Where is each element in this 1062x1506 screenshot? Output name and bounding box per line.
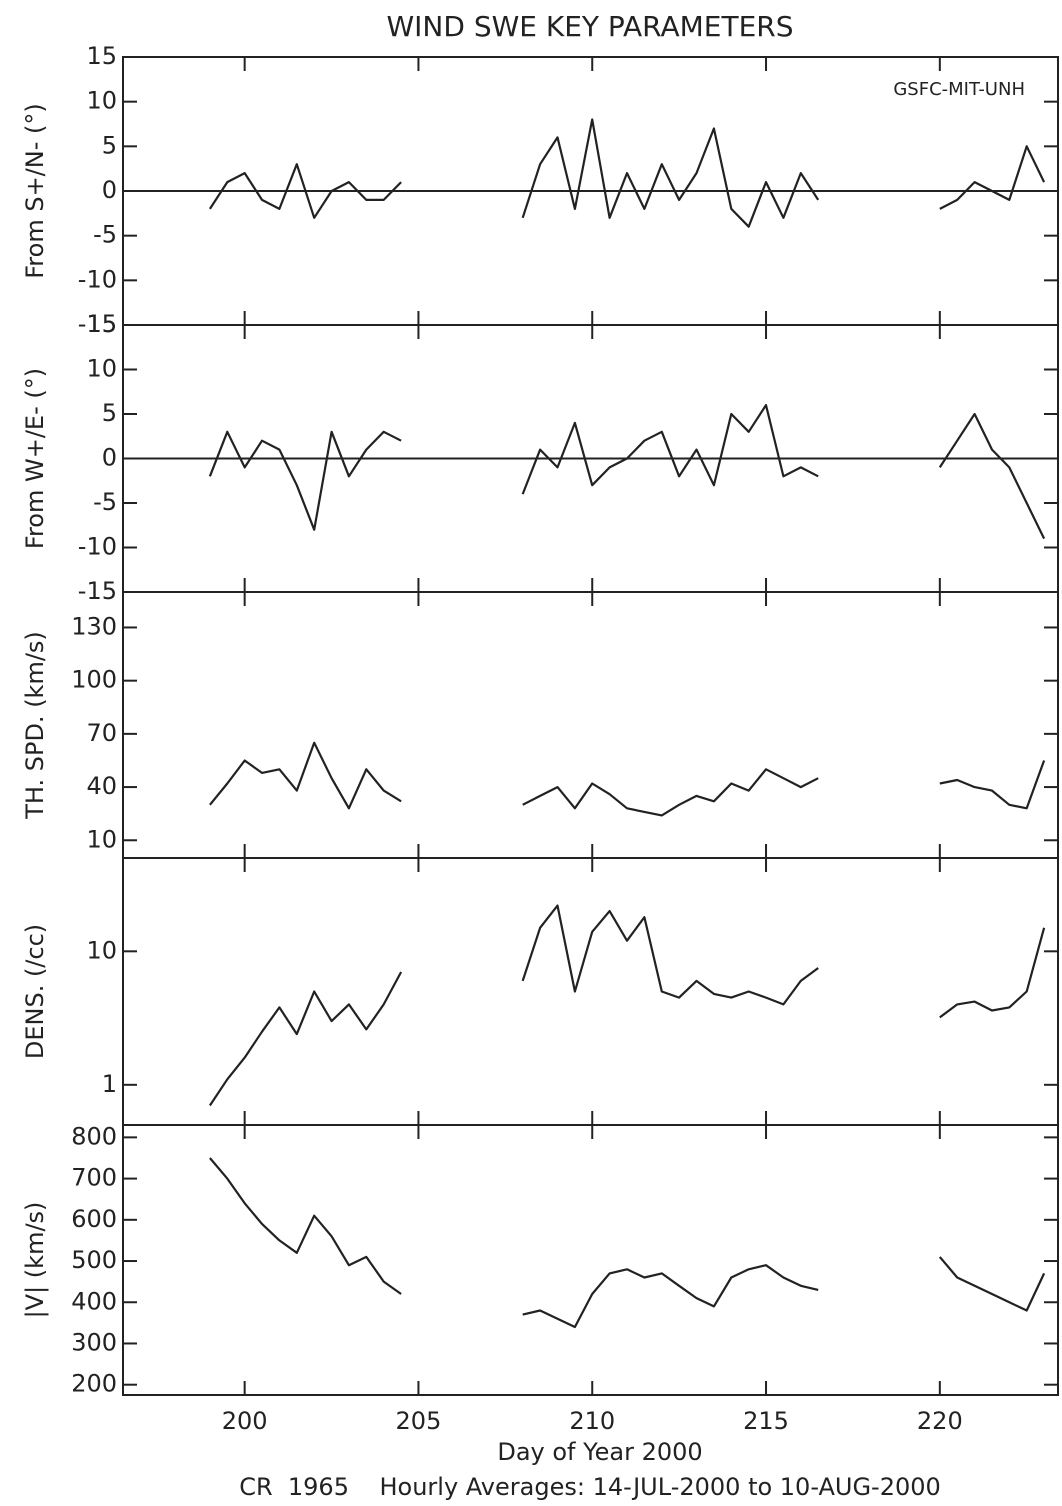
x-tick-label: 200 [222, 1407, 268, 1435]
y-tick-label: 70 [86, 719, 117, 747]
y-tick-label: 10 [86, 825, 117, 853]
x-tick-label: 215 [743, 1407, 789, 1435]
y-tick-label: 400 [71, 1287, 117, 1315]
y-tick-label: 600 [71, 1205, 117, 1233]
data-line [209, 1157, 1046, 1329]
y-axis-label: |V| (km/s) [21, 1202, 49, 1319]
caption: CR 1965 Hourly Averages: 14-JUL-2000 to … [239, 1473, 941, 1501]
y-tick-label: 15 [86, 310, 117, 338]
y-tick-label: 10 [86, 936, 117, 964]
y-axis-label: DENS. (/cc) [21, 924, 49, 1059]
y-axis-label: From S+/N- (°) [21, 103, 49, 279]
y-tick-label: 500 [71, 1246, 117, 1274]
y-tick-label: -10 [78, 533, 117, 561]
y-tick-label: 100 [71, 666, 117, 694]
panel-frame [122, 857, 1059, 1126]
y-tick-label: -10 [78, 265, 117, 293]
y-tick-label: -15 [78, 577, 117, 605]
y-axis-label: From W+/E- (°) [21, 368, 49, 549]
y-tick-label: 0 [102, 176, 117, 204]
data-line [208, 404, 1046, 540]
y-tick-label: 15 [86, 42, 117, 70]
panel-frame [122, 1124, 1059, 1396]
y-tick-label: 0 [102, 444, 117, 472]
y-tick-label: 300 [71, 1328, 117, 1356]
x-tick-label: 210 [569, 1407, 615, 1435]
y-axis-label: TH. SPD. (km/s) [21, 631, 49, 820]
data-line [209, 741, 1046, 817]
y-tick-label: 5 [102, 131, 117, 159]
data-line [208, 118, 1046, 228]
x-tick-label: 220 [917, 1407, 963, 1435]
y-tick-label: 40 [86, 772, 117, 800]
y-tick-label: 700 [71, 1164, 117, 1192]
y-tick-label: 1 [102, 1070, 117, 1098]
y-tick-label: -5 [93, 488, 117, 516]
y-tick-label: 5 [102, 399, 117, 427]
y-tick-label: 10 [86, 87, 117, 115]
data-line [208, 904, 1046, 1107]
y-tick-label: 130 [71, 612, 117, 640]
y-tick-label: 800 [71, 1122, 117, 1150]
x-axis-label: Day of Year 2000 [497, 1438, 702, 1466]
y-tick-label: 10 [86, 355, 117, 383]
x-tick-label: 205 [396, 1407, 442, 1435]
chart-title: WIND SWE KEY PARAMETERS [386, 10, 793, 43]
panel-frame [122, 591, 1059, 859]
y-tick-label: -5 [93, 221, 117, 249]
y-tick-label: -15 [78, 310, 117, 338]
y-tick-label: 200 [71, 1370, 117, 1398]
annotation: GSFC-MIT-UNH [893, 79, 1025, 100]
